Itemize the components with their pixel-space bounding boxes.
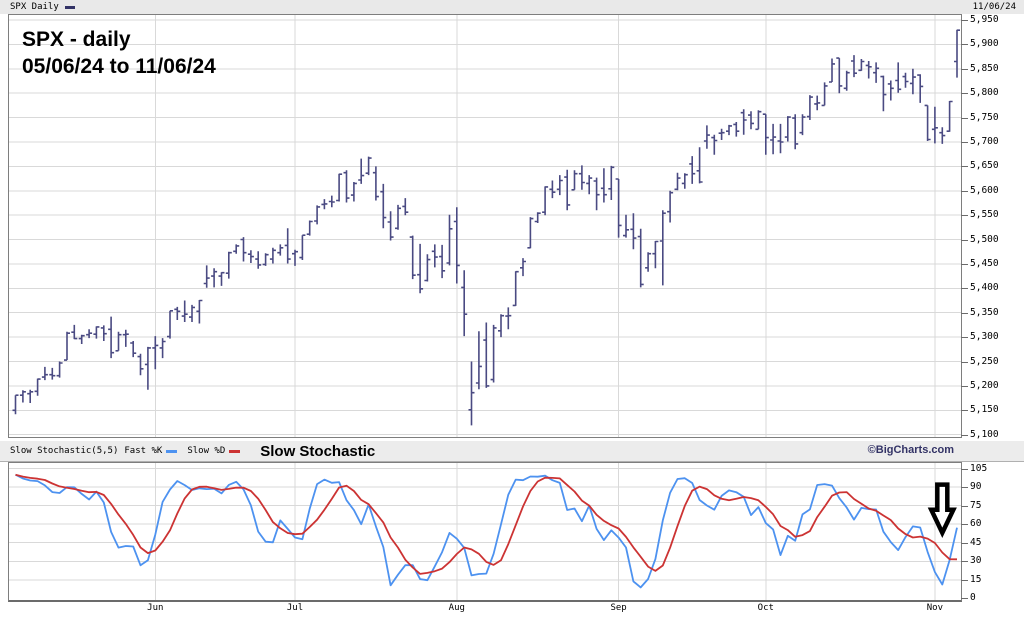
chart-date: 11/06/24 (972, 2, 1016, 12)
stochastic-y-axis-label: 30 (960, 555, 982, 567)
month-label: Oct (757, 603, 774, 613)
month-label: Jun (147, 603, 164, 613)
price-y-axis-label: 5,800 (961, 87, 999, 99)
price-y-axis-label: 5,350 (961, 306, 999, 318)
stochastic-y-axis-label: 105 (960, 462, 988, 474)
stochastic-y-axis-label: 90 (960, 481, 982, 493)
price-y-axis-label: 5,600 (961, 184, 999, 196)
stochastic-y-axis-label: 0 (961, 592, 976, 604)
price-series-swatch-icon (64, 5, 75, 9)
month-label: Aug (448, 603, 465, 613)
price-y-axis-label: 5,150 (961, 404, 999, 416)
price-y-axis-label: 5,400 (961, 282, 999, 294)
price-y-axis-label: 5,250 (961, 355, 999, 367)
chart-title: SPX - daily 05/06/24 to 11/06/24 (22, 26, 216, 80)
price-y-axis-label: 5,500 (961, 233, 999, 245)
stochastic-y-axis-label: 75 (960, 499, 982, 511)
fast-k-swatch-icon (166, 449, 178, 453)
price-y-axis-label: 5,550 (961, 209, 999, 221)
month-label: Sep (610, 603, 627, 613)
header-bar: SPX Daily 11/06/24 (0, 0, 1024, 14)
price-y-axis-label: 5,300 (961, 331, 999, 343)
price-chart-panel (8, 14, 962, 438)
stochastic-y-axis-label: 45 (960, 536, 982, 548)
slow-d-line (15, 473, 958, 575)
symbol-label: SPX Daily (10, 2, 59, 12)
price-y-axis-label: 5,100 (961, 428, 999, 440)
slow-d-label: Slow %D (187, 446, 226, 456)
stochastic-y-axis-label: 60 (960, 518, 982, 530)
price-y-axis-label: 5,850 (961, 62, 999, 74)
indicator-title: Slow Stochastic (260, 442, 376, 460)
ohlc-bars (12, 29, 960, 426)
down-arrow-annotation (927, 482, 957, 539)
slow-d-swatch-icon (229, 449, 241, 453)
price-y-axis-label: 5,750 (961, 111, 999, 123)
indicator-legend-bar: Slow Stochastic(5,5) Fast %K Slow %D Slo… (0, 441, 1024, 462)
chart-title-line-2: 05/06/24 to 11/06/24 (22, 55, 216, 78)
price-y-axis-label: 5,650 (961, 160, 999, 172)
stochastic-svg (9, 463, 961, 600)
stochastic-panel (8, 462, 962, 602)
price-y-axis-label: 5,450 (961, 257, 999, 269)
fast-k-line (15, 473, 958, 589)
month-label: Nov (926, 603, 944, 613)
month-label: Jul (286, 603, 304, 613)
price-y-axis-label: 5,200 (961, 379, 999, 391)
fast-k-label: Fast %K (124, 446, 163, 456)
price-y-axis-label: 5,700 (961, 136, 999, 147)
chart-title-line-1: SPX - daily (22, 28, 131, 51)
stochastic-y-axis-label: 15 (960, 573, 982, 585)
price-chart-svg (9, 15, 961, 437)
price-y-axis-label: 5,950 (961, 14, 999, 25)
bigcharts-credit: ©BigCharts.com (867, 444, 954, 456)
indicator-label: Slow Stochastic(5,5) (10, 446, 119, 456)
price-y-axis-label: 5,900 (961, 38, 999, 50)
